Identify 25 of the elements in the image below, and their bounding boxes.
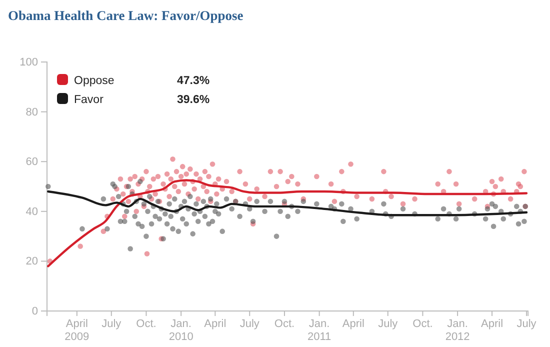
x-tick-label: April [204,318,226,330]
x-tick-label: July [102,318,122,330]
x-tick-label: Oct. [136,318,156,330]
y-tick-label: 0 [32,306,38,318]
annotation: 39.6% [177,94,210,106]
y-tick-label: 60 [26,156,38,168]
legend-label: Favor [74,94,104,106]
y-tick-label: 20 [26,256,38,268]
x-tick-label: July [378,318,398,330]
x-tick-label: Jan. 2010 [168,318,194,343]
x-tick-label: Jan. 2011 [307,318,332,343]
x-tick-label: July [516,318,537,330]
y-tick-label: 40 [26,206,38,218]
y-tick-label: 80 [26,106,38,118]
x-tick-label: April 2009 [64,318,90,343]
chart-title: Obama Health Care Law: Favor/Oppose [8,8,244,23]
annotation: 47.3% [177,75,210,87]
x-tick-label: Oct. [412,318,433,330]
y-tick-label: 100 [20,56,38,69]
x-tick-label: July [240,318,260,330]
x-tick-label: April [481,318,504,330]
x-tick-label: Jan. 2012 [445,318,470,343]
x-tick-label: Oct. [274,318,295,330]
x-tick-label: April [342,318,364,330]
legend-label: Oppose [74,75,114,87]
